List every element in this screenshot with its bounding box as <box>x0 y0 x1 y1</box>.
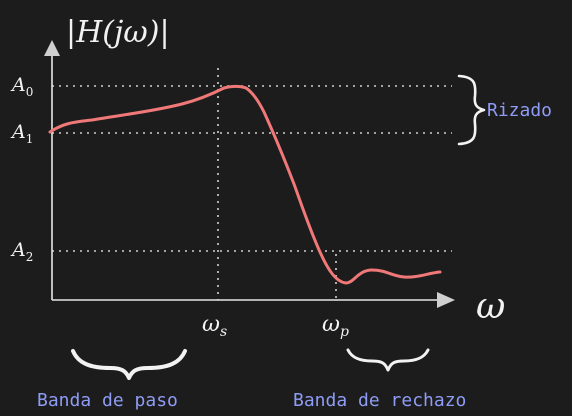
frequency-label-ws: ωs <box>202 312 227 340</box>
x-axis-arrow <box>437 292 455 308</box>
x-axis-title: ω <box>476 286 505 327</box>
level-label-a1: A1 <box>10 121 33 146</box>
y-axis-title: |H(jω)| <box>66 15 170 50</box>
ripple-label: Rizado <box>487 100 552 121</box>
level-label-a0: A0 <box>10 74 33 99</box>
axes <box>44 40 455 308</box>
y-axis-arrow <box>44 40 60 56</box>
ripple-brace <box>457 74 486 146</box>
passband-brace <box>71 349 187 380</box>
stopband-brace <box>346 348 430 372</box>
response-curve <box>48 85 442 285</box>
level-label-a2: A2 <box>10 239 33 264</box>
passband-label: Banda de paso <box>37 390 178 411</box>
stopband-label: Banda de rechazo <box>293 390 466 411</box>
frequency-label-wp: ωp <box>322 312 349 340</box>
